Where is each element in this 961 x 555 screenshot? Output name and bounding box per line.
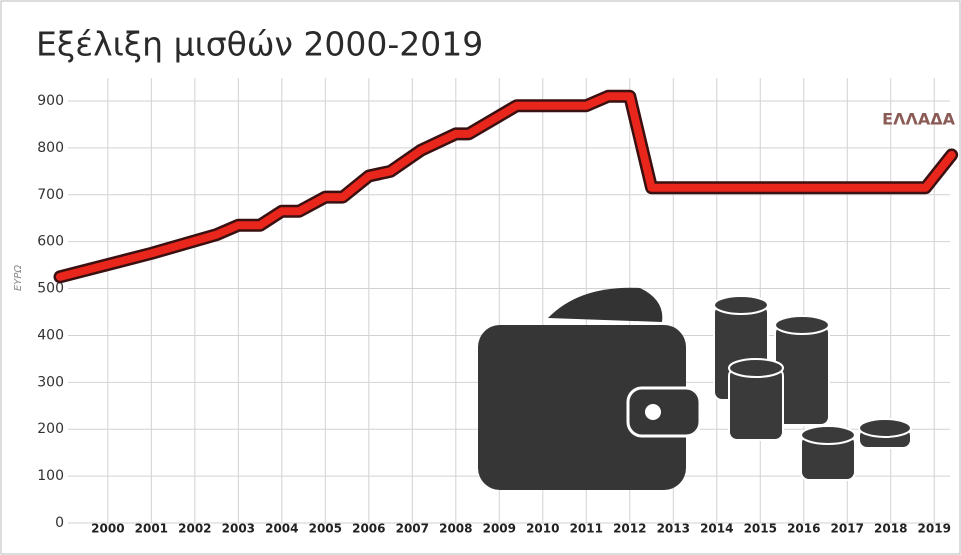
coins [713, 295, 912, 481]
x-tick-label: 2003 [222, 522, 255, 536]
x-tick-label: 2018 [874, 522, 907, 536]
y-tick-label: 400 [37, 327, 64, 343]
x-tick-label: 2008 [439, 522, 472, 536]
x-tick-label: 2016 [787, 522, 820, 536]
y-tick-label: 200 [37, 421, 64, 437]
wallet-body [478, 325, 686, 490]
y-tick-label: 100 [37, 468, 64, 484]
line [56, 92, 956, 281]
wallet-button [645, 404, 661, 420]
y-tick-label: 900 [37, 93, 64, 109]
x-tick-label: 2002 [178, 522, 211, 536]
x-tick-label: 2017 [831, 522, 864, 536]
x-tick-label: 2004 [265, 522, 298, 536]
y-tick-label: 500 [37, 281, 64, 297]
y-axis-label: ΕΥΡΩ [13, 265, 24, 291]
x-tick-label: 2019 [918, 522, 951, 536]
x-tick-label: 2001 [135, 522, 168, 536]
y-tick-label: 600 [37, 234, 64, 250]
x-tick-label: 2007 [396, 522, 429, 536]
x-tick-label: 2014 [700, 522, 733, 536]
x-tick-label: 2000 [91, 522, 124, 536]
wallet-coins-illustration [478, 287, 912, 490]
y-tick-label: 800 [37, 140, 64, 156]
x-tick-label: 2006 [352, 522, 385, 536]
chart-title: Εξέλιξη μισθών 2000-2019 [36, 25, 483, 64]
x-tick-label: 2009 [483, 522, 516, 536]
y-tick-label: 0 [55, 515, 64, 531]
x-tick-label: 2010 [526, 522, 559, 536]
x-tick-label: 2015 [744, 522, 777, 536]
wallet-clasp [626, 386, 702, 438]
x-tick-label: 2011 [570, 522, 603, 536]
x-tick-label: 2005 [309, 522, 342, 536]
grid [68, 78, 950, 524]
series-label: ΕΛΛΑΔΑ [882, 110, 955, 129]
y-tick-label: 700 [37, 187, 64, 203]
wallet-flap [548, 287, 663, 322]
plot: 0 100 200 300 400 500 600 700 800 900 2000 2001 2002… [37, 89, 959, 536]
x-tick-label: 2012 [613, 522, 646, 536]
x-tick-label: 2013 [657, 522, 690, 536]
y-tick-label: 300 [37, 374, 64, 390]
